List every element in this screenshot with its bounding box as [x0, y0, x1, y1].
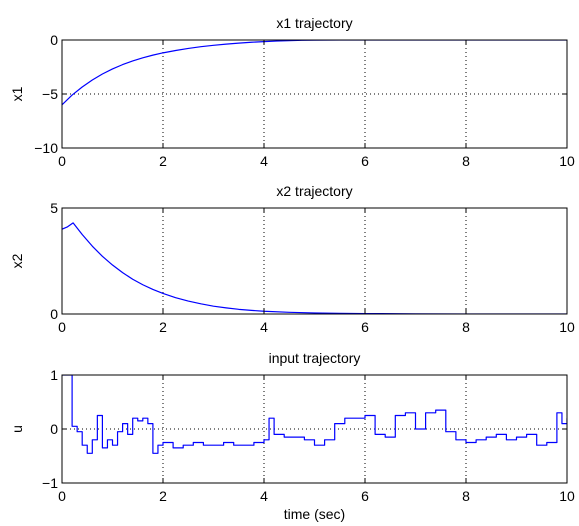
input-y-axis-label: u	[9, 425, 25, 433]
x2-trajectory-plot: 0 2 4 6 8 10 0 5 x2 trajectory x2	[9, 183, 575, 335]
input-x-tick-label: 6	[361, 488, 369, 504]
x2-y-axis-label: x2	[9, 253, 25, 268]
x2-x-tick-label: 0	[58, 319, 66, 335]
input-y-tick-label: −1	[42, 475, 58, 491]
x2-x-tick-label: 10	[559, 319, 575, 335]
x1-x-tick-label: 10	[559, 153, 575, 169]
x1-plot-title: x1 trajectory	[276, 15, 352, 31]
x1-y-axis-label: x1	[9, 86, 25, 101]
x1-trajectory-plot: 0 2 4 6 8 10 −10 −5 0 x1 trajectory x1	[9, 15, 575, 169]
input-x-tick-label: 10	[559, 488, 575, 504]
input-x-axis-label: time (sec)	[284, 506, 345, 522]
x2-x-tick-label: 4	[260, 319, 268, 335]
x1-y-tick-label: −10	[34, 140, 58, 156]
x1-series-line	[62, 40, 567, 106]
input-y-tick-label: 0	[50, 421, 58, 437]
input-y-tick-label: 1	[50, 367, 58, 383]
x2-y-tick-label: 5	[50, 200, 58, 216]
x2-series-line	[62, 222, 567, 314]
input-series-line	[62, 375, 567, 454]
input-x-tick-label: 2	[159, 488, 167, 504]
x2-plot-title: x2 trajectory	[276, 183, 352, 199]
x1-y-tick-label: 0	[50, 32, 58, 48]
x1-y-tick-label: −5	[42, 86, 58, 102]
x2-y-tick-label: 0	[50, 306, 58, 322]
x1-x-tick-label: 8	[462, 153, 470, 169]
x1-x-tick-label: 4	[260, 153, 268, 169]
input-x-tick-label: 8	[462, 488, 470, 504]
input-x-tick-label: 4	[260, 488, 268, 504]
x2-x-tick-label: 6	[361, 319, 369, 335]
input-x-tick-label: 0	[58, 488, 66, 504]
input-plot-title: input trajectory	[269, 350, 361, 366]
x2-x-tick-label: 2	[159, 319, 167, 335]
x1-x-tick-label: 0	[58, 153, 66, 169]
x2-x-tick-label: 8	[462, 319, 470, 335]
x1-x-tick-label: 2	[159, 153, 167, 169]
x1-x-tick-label: 6	[361, 153, 369, 169]
x2-axes-frame	[61, 207, 568, 315]
